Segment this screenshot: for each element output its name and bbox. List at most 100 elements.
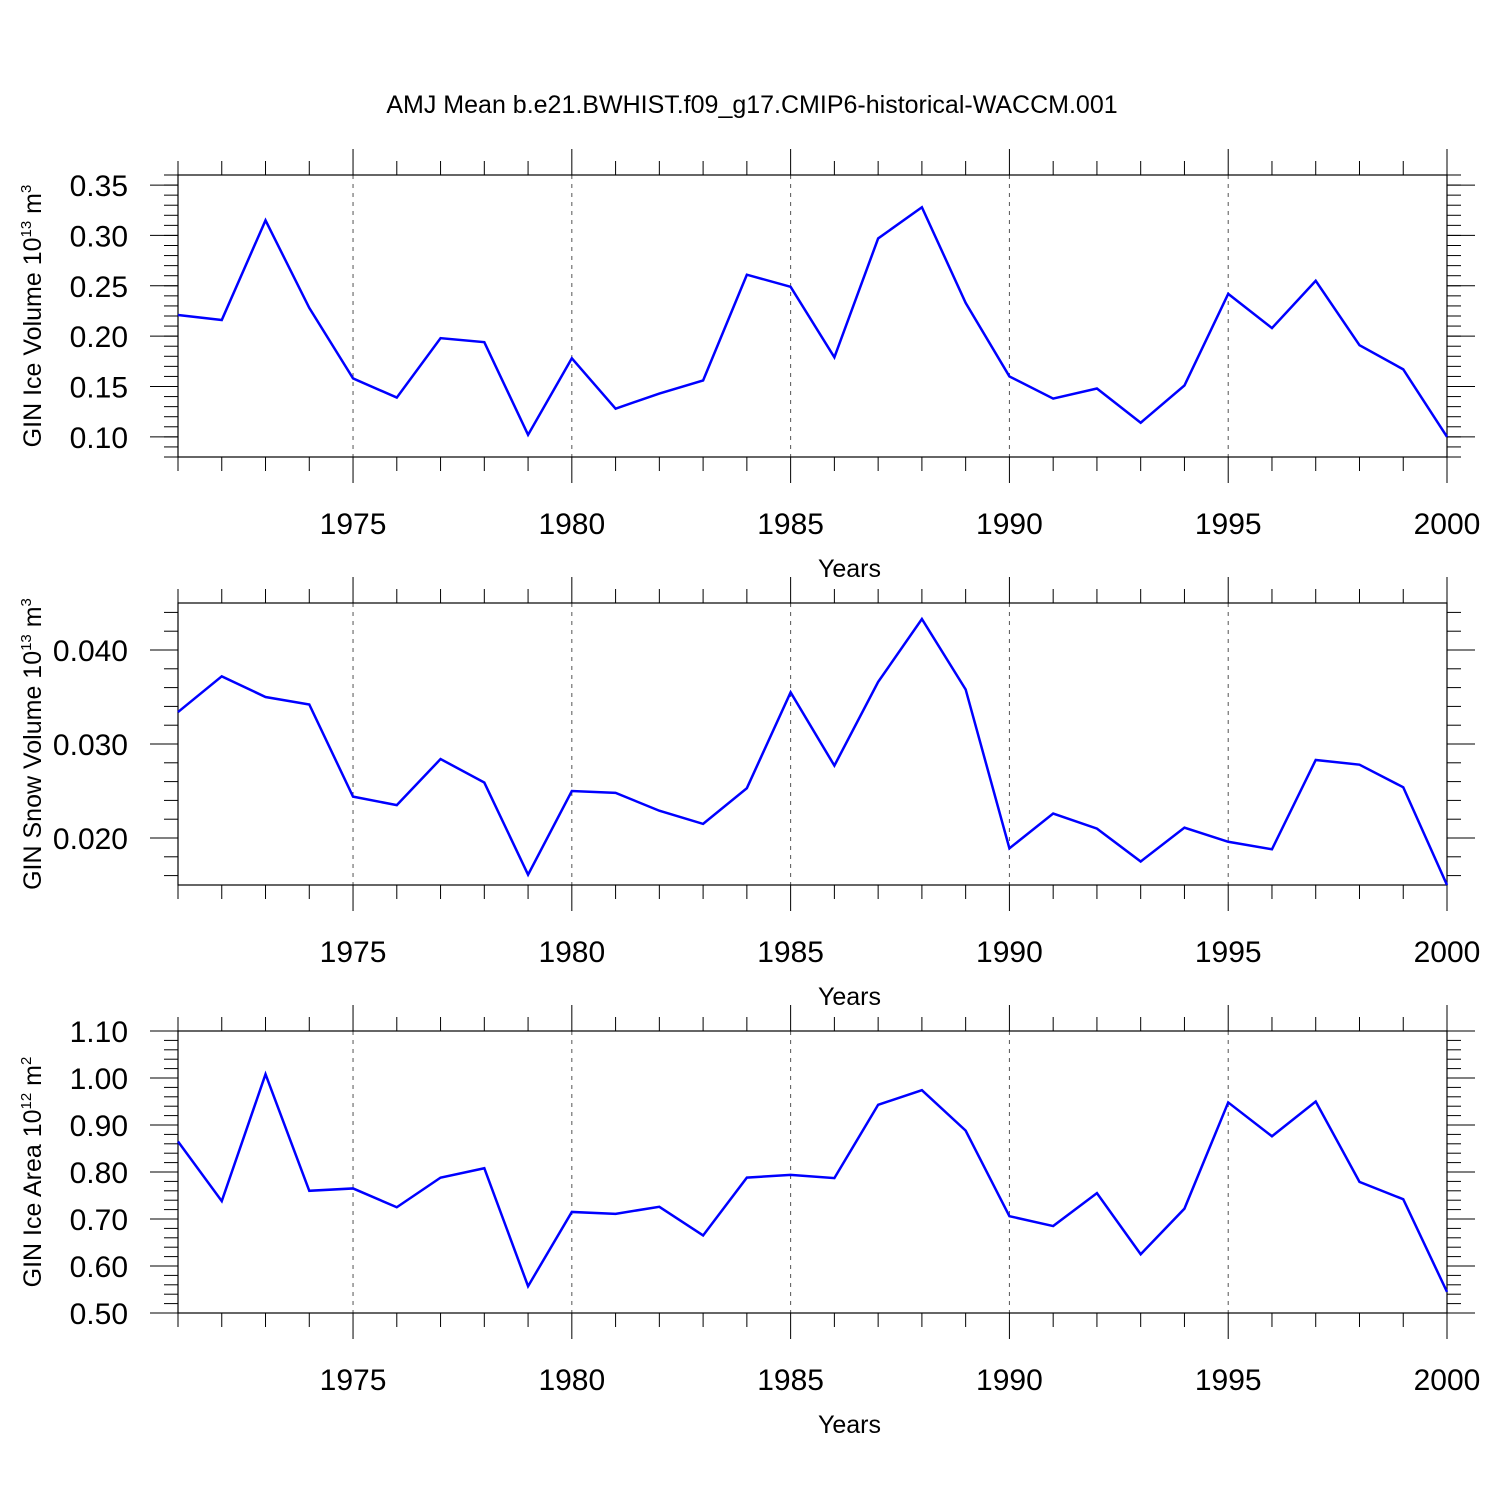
data-point-1981 <box>614 791 618 795</box>
x-tick-label: 1995 <box>1195 1364 1262 1397</box>
data-point-1977 <box>439 757 443 761</box>
data-point-1987 <box>876 1103 880 1107</box>
x-tick-label: 1995 <box>1195 936 1262 969</box>
data-point-1993 <box>1139 860 1143 864</box>
data-point-1985 <box>789 285 793 289</box>
data-point-1991 <box>1051 1224 1055 1228</box>
data-point-1998 <box>1357 343 1361 347</box>
data-point-1990 <box>1007 846 1011 850</box>
x-tick-label: 2000 <box>1414 1364 1481 1397</box>
y-tick-label: 0.80 <box>70 1157 128 1190</box>
data-point-1991 <box>1051 397 1055 401</box>
data-point-1987 <box>876 236 880 240</box>
data-point-1995 <box>1226 840 1230 844</box>
series-line-ice-area <box>176 1070 1449 1293</box>
y-tick-label: 0.90 <box>70 1110 128 1143</box>
data-point-1997 <box>1314 758 1318 762</box>
data-point-1990 <box>1007 374 1011 378</box>
data-point-1986 <box>832 355 836 359</box>
data-point-1988 <box>920 205 924 209</box>
data-point-1988 <box>920 1088 924 1092</box>
plot-frame <box>177 1030 1448 1314</box>
panel-ice-volume: 1975 1980 1985 1990 1995 2000 0.10 0.15 0.20 0.25… <box>18 149 1480 583</box>
data-point-1983 <box>701 1233 705 1237</box>
data-point-2000 <box>1445 435 1449 439</box>
data-point-1985 <box>789 690 793 694</box>
data-point-1982 <box>657 392 661 396</box>
x-tick-label: 1990 <box>976 1364 1043 1397</box>
y-tick-label: 0.25 <box>70 271 128 304</box>
panel-snow-volume: 1975 1980 1985 1990 1995 2000 0.020 0.030 0.040 Y… <box>18 577 1480 1011</box>
data-point-1998 <box>1357 1180 1361 1184</box>
y-tick-label: 0.60 <box>70 1251 128 1284</box>
data-point-1990 <box>1007 1214 1011 1218</box>
data-point-1979 <box>526 873 530 877</box>
data-point-1974 <box>307 306 311 310</box>
data-point-1972 <box>220 318 224 322</box>
data-point-1999 <box>1401 367 1405 371</box>
data-point-1988 <box>920 617 924 621</box>
data-point-1978 <box>482 781 486 785</box>
data-point-1998 <box>1357 763 1361 767</box>
data-point-1974 <box>307 1189 311 1193</box>
data-point-1989 <box>964 301 968 305</box>
data-point-1979 <box>526 433 530 437</box>
x-tick-label: 1975 <box>320 1364 387 1397</box>
data-point-1986 <box>832 764 836 768</box>
data-point-1999 <box>1401 785 1405 789</box>
data-point-1978 <box>482 340 486 344</box>
data-point-1982 <box>657 809 661 813</box>
data-point-1997 <box>1314 279 1318 283</box>
x-tick-label: 1980 <box>538 1364 605 1397</box>
y-tick-label: 0.20 <box>70 321 128 354</box>
data-point-1991 <box>1051 812 1055 816</box>
data-point-1972 <box>220 674 224 678</box>
data-point-1989 <box>964 687 968 691</box>
data-point-1984 <box>745 1176 749 1180</box>
y-axis-label: GIN Ice Area 1012 m2 <box>18 1057 47 1288</box>
data-point-1980 <box>570 789 574 793</box>
data-point-1986 <box>832 1176 836 1180</box>
data-point-2000 <box>1445 883 1449 887</box>
data-point-1996 <box>1270 1134 1274 1138</box>
x-tick-label: 1990 <box>976 936 1043 969</box>
data-point-1974 <box>307 703 311 707</box>
x-tick-label: 1975 <box>320 508 387 541</box>
x-tick-label: 1985 <box>757 1364 824 1397</box>
y-tick-label: 0.10 <box>70 422 128 455</box>
data-point-1994 <box>1182 1207 1186 1211</box>
data-point-1999 <box>1401 1197 1405 1201</box>
data-point-1973 <box>264 218 268 222</box>
x-tick-label: 1975 <box>320 936 387 969</box>
x-tick-label: 1980 <box>538 508 605 541</box>
y-tick-label: 0.70 <box>70 1204 128 1237</box>
panel-ice-area: 1975 1980 1985 1990 1995 2000 0.50 0.60 0.70 0.80… <box>18 1005 1480 1439</box>
data-point-1984 <box>745 786 749 790</box>
data-point-1975 <box>351 795 355 799</box>
data-point-1993 <box>1139 421 1143 425</box>
x-tick-label: 1990 <box>976 508 1043 541</box>
data-point-1995 <box>1226 1100 1230 1104</box>
data-point-1971 <box>176 710 180 714</box>
data-point-1994 <box>1182 383 1186 387</box>
x-tick-label: 1985 <box>757 508 824 541</box>
x-axis-label: Years <box>818 555 881 583</box>
data-point-1981 <box>614 407 618 411</box>
data-point-1996 <box>1270 326 1274 330</box>
x-tick-label: 2000 <box>1414 508 1481 541</box>
data-point-1977 <box>439 1176 443 1180</box>
data-point-1980 <box>570 356 574 360</box>
data-point-1971 <box>176 1139 180 1143</box>
y-axis-label: GIN Snow Volume 1013 m3 <box>18 598 47 890</box>
y-tick-label: 0.15 <box>70 372 128 405</box>
x-axis-label: Years <box>818 983 881 1011</box>
y-tick-label: 0.35 <box>70 170 128 203</box>
data-point-1992 <box>1095 827 1099 831</box>
data-point-1975 <box>351 1186 355 1190</box>
x-tick-label: 1985 <box>757 936 824 969</box>
data-point-1992 <box>1095 387 1099 391</box>
data-point-1979 <box>526 1284 530 1288</box>
data-point-1976 <box>395 803 399 807</box>
data-point-1984 <box>745 273 749 277</box>
